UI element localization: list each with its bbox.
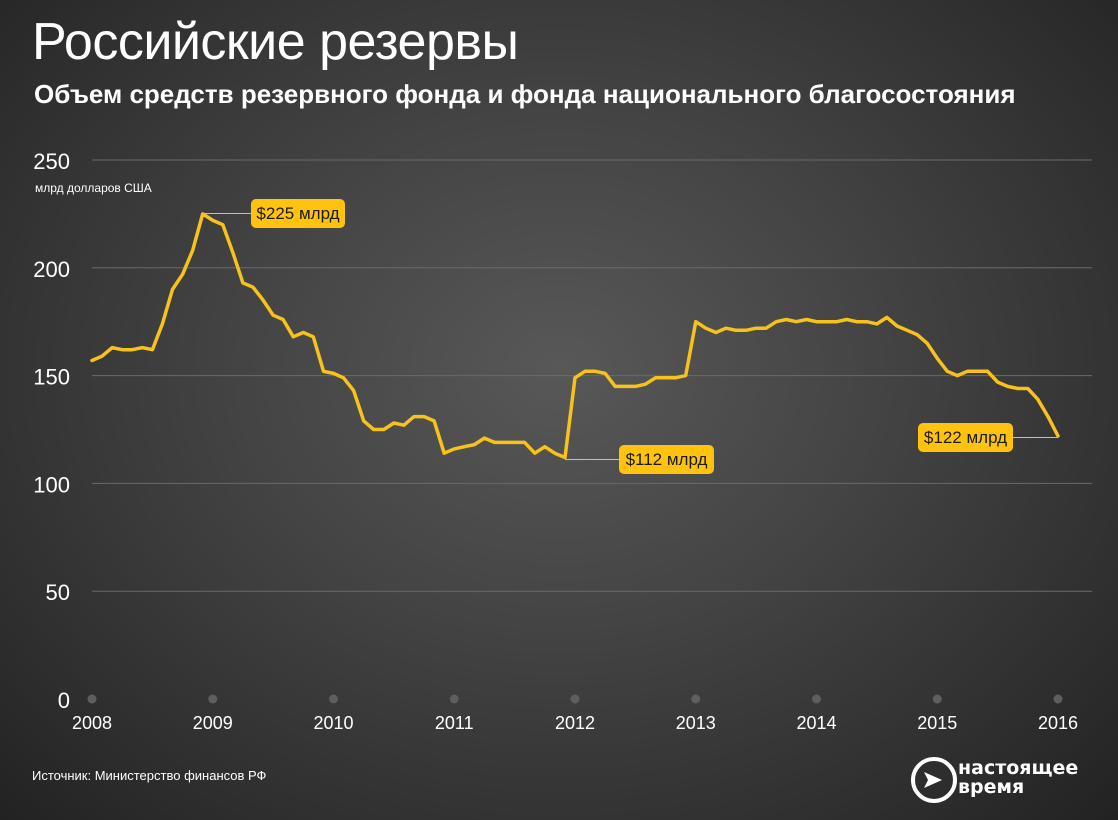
annotation-box bbox=[251, 199, 345, 228]
x-axis-dot bbox=[932, 694, 942, 704]
series-line bbox=[90, 212, 1060, 460]
play-circle-icon bbox=[911, 757, 957, 803]
annotation-box bbox=[619, 445, 714, 474]
x-tick-label: 2014 bbox=[796, 713, 836, 733]
logo-text: настоящее время bbox=[958, 759, 1078, 797]
source-note: Источник: Министерство финансов РФ bbox=[32, 768, 267, 783]
x-axis-dot bbox=[570, 694, 580, 704]
x-tick-label: 2010 bbox=[313, 713, 353, 733]
y-tick-label: 250 bbox=[33, 149, 70, 174]
y-tick-label: 150 bbox=[33, 365, 70, 390]
y-tick-label: 50 bbox=[46, 580, 70, 605]
chart-title: Российские резервы bbox=[32, 13, 519, 71]
annotation-box bbox=[918, 423, 1013, 452]
y-tick-label: 200 bbox=[33, 257, 70, 282]
x-axis-dot bbox=[329, 694, 338, 704]
x-tick-label: 2015 bbox=[917, 713, 957, 733]
chart-subtitle: Объем средств резервного фонда и фонда н… bbox=[34, 79, 1016, 109]
x-axis-dot bbox=[1053, 694, 1063, 704]
x-axis-dot bbox=[87, 694, 97, 704]
y-tick-label: 100 bbox=[33, 472, 70, 497]
annotation-label: $112 млрд bbox=[626, 450, 708, 469]
brand-logo: настоящее время bbox=[908, 752, 1098, 808]
x-axis-ticks: 2008 2009 2010 2011 2012 2013 2014 2015 2016 bbox=[72, 713, 1078, 733]
x-axis-dot bbox=[812, 694, 821, 704]
x-tick-label: 2011 bbox=[435, 713, 474, 733]
annotation-label: $122 млрд bbox=[924, 428, 1007, 447]
grid-lines bbox=[92, 159, 1092, 592]
logo-line-1: настоящее bbox=[958, 757, 1079, 779]
x-tick-label: 2008 bbox=[72, 713, 112, 733]
x-axis-dots bbox=[87, 694, 1063, 704]
x-axis-dot bbox=[208, 694, 218, 704]
x-tick-label: 2016 bbox=[1038, 713, 1078, 733]
y-tick-label: 0 bbox=[58, 688, 70, 713]
y-axis-ticks: 0 50 100 150 200 250 bbox=[33, 149, 70, 713]
x-tick-label: 2009 bbox=[193, 713, 233, 733]
logo-line-2: время bbox=[958, 776, 1025, 798]
x-axis-dot bbox=[691, 694, 701, 704]
x-tick-label: 2013 bbox=[676, 713, 716, 733]
x-axis-dot bbox=[449, 694, 459, 704]
y-axis-label: млрд долларов США bbox=[35, 181, 152, 195]
annotation-label: $225 млрд bbox=[256, 204, 339, 223]
x-tick-label: 2012 bbox=[555, 713, 595, 733]
annotations: $225 млрд $112 млрд $122 млрд bbox=[202, 199, 1058, 474]
